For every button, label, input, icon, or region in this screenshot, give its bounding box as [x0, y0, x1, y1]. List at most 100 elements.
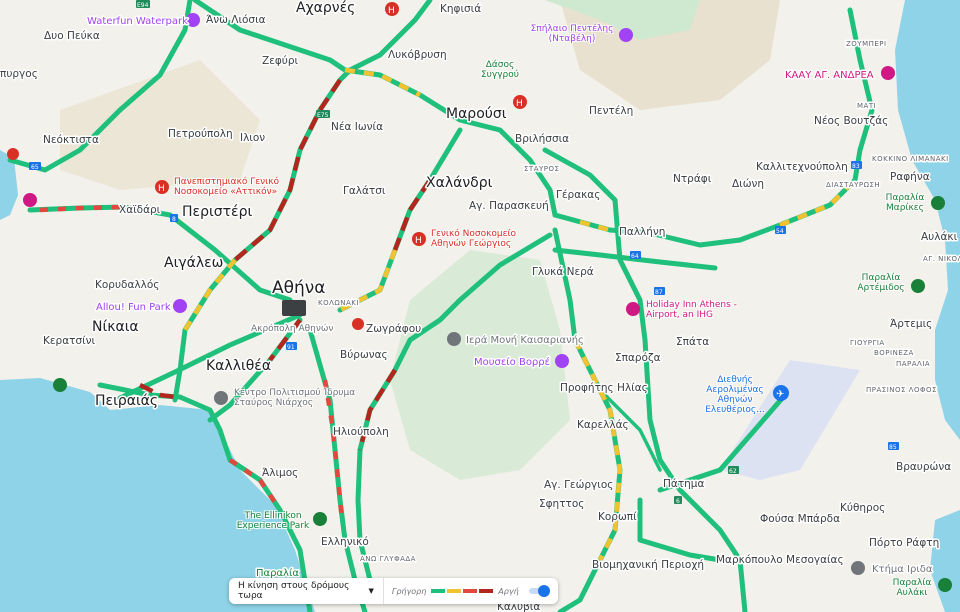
- label-ntrafi: Ντράφι: [673, 173, 712, 185]
- traffic-slow-coastal: [228, 458, 282, 512]
- label-vorineza: ΒΟΡΙΝΕΖΑ: [874, 349, 914, 357]
- traffic-medium-attiki: [344, 67, 422, 98]
- label-athina: Αθήνα: [272, 278, 326, 298]
- label-neos-voutzas: Νέος Βουτζάς: [814, 115, 888, 127]
- shield-label: E75: [317, 112, 329, 119]
- label-vrilissia: Βριλήσσια: [515, 133, 569, 145]
- poi-attikon-marker[interactable]: H: [155, 180, 169, 194]
- poi-holiday-inn-marker[interactable]: [626, 302, 640, 316]
- poi-label: Waterfun Waterpark: [87, 16, 188, 27]
- hospital-icon: H: [158, 184, 165, 194]
- label-viomichaniki: Βιομηχανική Περιοχή: [592, 559, 704, 571]
- label-pyrgos: πυργος: [0, 68, 38, 80]
- poi-airport-marker[interactable]: ✈: [773, 385, 789, 401]
- shield-label: 64: [631, 253, 639, 260]
- poi-spilaio-marker[interactable]: [619, 28, 633, 42]
- shield-label: 8: [172, 216, 176, 223]
- label-pallini: Παλλήνη: [619, 226, 665, 238]
- poi-label: Παραλία: [256, 567, 299, 579]
- label-neoktista: Νεόκτιστα: [43, 134, 99, 146]
- traffic-time-selector[interactable]: Η κίνηση στους δρόμους τωρα ▼: [229, 578, 384, 604]
- label-penteli: Πεντέλη: [589, 105, 633, 117]
- road-markopoulo[interactable]: [637, 497, 723, 563]
- shield-6: 6: [674, 496, 682, 505]
- road-e65[interactable]: [7, 0, 193, 173]
- label-peiraias: Πειραιάς: [95, 393, 158, 409]
- poi-label: Μουσείο Βορρέ: [474, 356, 550, 368]
- slow-label: Αργή: [498, 586, 519, 596]
- label-kolonaki: ΚΟΛΩΝΑΚΙ: [318, 299, 359, 307]
- poi-ellinikon-marker[interactable]: [313, 512, 327, 526]
- poi-paralia-aulaki-marker[interactable]: [938, 578, 952, 592]
- shield-91: 91: [286, 342, 297, 351]
- road-profitis-ilias[interactable]: [598, 388, 662, 472]
- poi-georgios-marker[interactable]: H: [412, 232, 426, 246]
- label-profitis-ilias: Προφήτης Ηλίας: [560, 382, 648, 394]
- road-chaidari[interactable]: [27, 204, 293, 303]
- label-porto-rafti: Πόρτο Ράφτη: [869, 537, 939, 549]
- traffic-slow-kifisou: [233, 78, 342, 262]
- poi-ktima[interactable]: Κτήμα Ιριδα: [851, 561, 934, 577]
- label-fousa-mparda: Φούσα Μπάρδα: [760, 513, 840, 525]
- east-sea: [895, 0, 960, 440]
- poi-waterfun[interactable]: Waterfun Waterpark: [86, 13, 200, 29]
- label-aulaki: Αυλάκι: [921, 231, 958, 243]
- poi-hotel-west[interactable]: [23, 193, 37, 207]
- road-closed-icon: [7, 148, 19, 160]
- label-prasinos-lofos: ΠΡΑΣΙΝΟΣ ΛΟΦΟΣ: [866, 386, 937, 394]
- label-ag-georgios: Αγ. Γεώργιος: [544, 479, 613, 491]
- label-ag-paraskevi: Αγ. Παρασκευή: [469, 200, 549, 212]
- traffic-slow-kifisias: [392, 178, 432, 251]
- label-patima: Πάτημα: [663, 478, 704, 490]
- road-airport[interactable]: [657, 392, 788, 493]
- label-elliniko: Ελληνικό: [321, 536, 369, 548]
- poi-label: Ακρόπολη Αθηνών: [251, 323, 333, 334]
- poi-marikes-marker[interactable]: [931, 196, 945, 210]
- poi-label: Allou! Fun Park: [96, 302, 171, 313]
- shield-label: 6: [676, 498, 680, 505]
- toggle-knob: [538, 585, 550, 597]
- label-kifisia: Κηφισιά: [440, 3, 481, 15]
- poi-artemidos-marker[interactable]: [911, 279, 925, 293]
- poi-snfcc-marker[interactable]: [214, 391, 228, 405]
- road-6[interactable]: [542, 147, 748, 612]
- poi-hospital-kifisia[interactable]: H: [385, 2, 399, 16]
- forest-area: [545, 0, 700, 40]
- label-acharnes: Αχαρνές: [296, 0, 355, 16]
- road-imittos-south[interactable]: [552, 227, 623, 612]
- traffic-medium-imittos: [572, 338, 623, 562]
- label-galatsi: Γαλάτσι: [343, 185, 386, 197]
- label-paralia-small: ΠΑΡΑΛΙΑ: [896, 360, 930, 368]
- poi-allou[interactable]: Allou! Fun Park: [95, 299, 187, 315]
- shield-label: 87: [655, 289, 663, 296]
- aigaleo-hills: [60, 60, 260, 190]
- shield-62: 62: [728, 466, 739, 475]
- label-mati: ΜΑΤΙ: [857, 102, 876, 110]
- poi-kaisariani[interactable]: Ιερά Μονή Καισαριανής: [447, 332, 585, 348]
- airport-area: [720, 360, 860, 480]
- label-kallithea: Καλλιθέα: [206, 358, 271, 374]
- shield-65: 65: [29, 162, 41, 171]
- traffic-slow-piraeus: [138, 382, 176, 400]
- road-glyka-nera[interactable]: [552, 247, 718, 271]
- label-petroupoli: Πετρούπολη: [168, 128, 233, 140]
- shield-64: 64: [630, 251, 641, 260]
- label-chalandri: Χαλάνδρι: [426, 175, 493, 191]
- label-zografou: Ζωγράφου: [366, 323, 421, 335]
- traffic-medium-kifisias: [338, 249, 398, 313]
- traffic-toggle[interactable]: [527, 585, 550, 597]
- poi-paralia[interactable]: Παραλία: [255, 566, 301, 581]
- poi-acropolis[interactable]: Ακρόπολη Αθηνών: [250, 300, 335, 336]
- poi-kaay[interactable]: ΚΑΑΥ ΑΓ. ΑΝΔΡΕΑ: [784, 66, 895, 83]
- label-zoumperi: ΖΟΥΜΠΕΡΙ: [846, 40, 887, 48]
- shield-8: 8: [170, 214, 178, 223]
- road-piraeus[interactable]: [117, 312, 303, 401]
- poi-hospital-marousi[interactable]: H: [513, 95, 527, 109]
- label-artemis: Άρτεμις: [890, 318, 932, 330]
- label-peristeri: Περιστέρι: [182, 204, 252, 220]
- label-gerakas: Γέρακας: [556, 189, 600, 201]
- label-stavros: ΣΤΑΥΡΟΣ: [524, 165, 559, 173]
- label-lykovrysi: Λυκόβρυση: [388, 49, 447, 61]
- poi-vorre[interactable]: Μουσείο Βορρέ: [473, 354, 569, 370]
